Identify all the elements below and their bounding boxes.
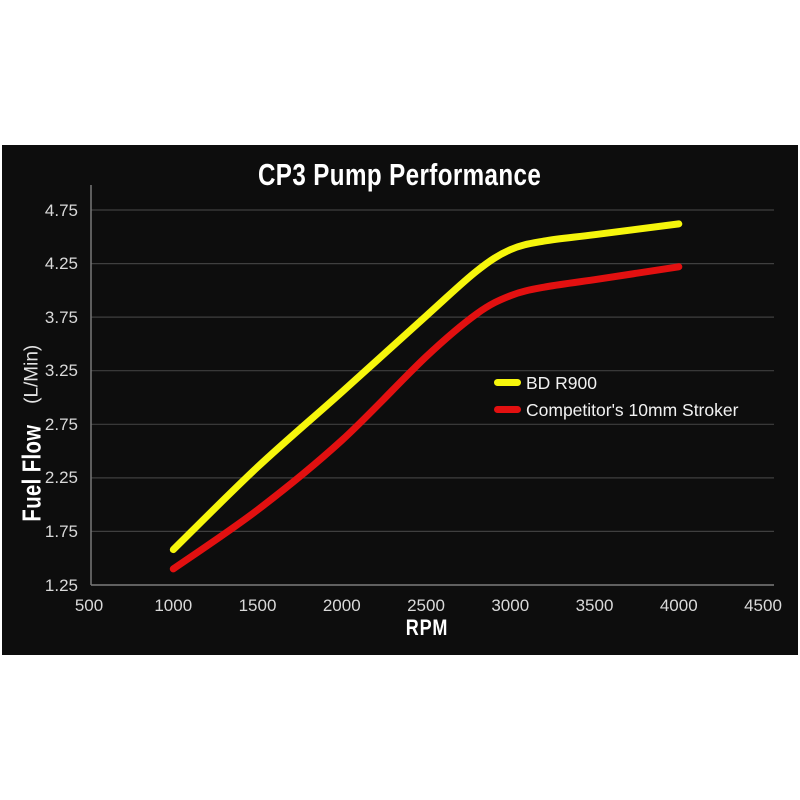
legend-swatch-competitor (494, 406, 521, 413)
y-tick-label: 3.25 (44, 361, 78, 381)
legend-label: Competitor's 10mm Stroker (526, 399, 739, 420)
chart-panel: CP3 Pump Performance 1.25 1.75 2.25 2.75 3.2… (2, 145, 798, 655)
y-axis-title: Fuel Flow (L/Min) (17, 345, 48, 536)
x-tick-label: 3000 (491, 596, 530, 615)
x-tick-label: 500 (74, 596, 104, 615)
legend-label: BD R900 (526, 372, 598, 393)
series-line-competitor-s-10mm-stroker (169, 263, 683, 573)
plot-area (90, 185, 774, 586)
x-tick-label: 2500 (407, 596, 445, 615)
y-tick-label: 3.75 (44, 307, 78, 327)
x-tick-label: 2000 (322, 596, 361, 615)
y-tick-label: 2.25 (44, 468, 78, 488)
y-tick-label: 4.75 (44, 200, 78, 220)
y-tick-label: 4.25 (44, 254, 78, 274)
y-tick-label: 1.25 (44, 575, 78, 595)
x-axis-title: RPM (401, 615, 453, 641)
legend-item: BD R900 (494, 369, 738, 396)
y-axis-title-unit: (L/Min) (21, 344, 42, 404)
y-tick-label: 2.75 (44, 414, 78, 434)
y-axis-title-main: Fuel Flow (16, 424, 47, 522)
legend-item: Competitor's 10mm Stroker (494, 396, 738, 423)
series-line-bd-r900 (169, 220, 683, 554)
y-tick-label: 1.75 (44, 521, 78, 541)
chart-title-text: CP3 Pump Performance (258, 157, 542, 192)
x-tick-label: 4000 (659, 596, 698, 615)
legend-swatch-bd-r900 (494, 379, 521, 386)
x-tick-label: 1500 (238, 596, 277, 615)
x-tick-label: 3500 (575, 596, 614, 615)
legend: BD R900 Competitor's 10mm Stroker (494, 369, 738, 423)
chart-title: CP3 Pump Performance (2, 157, 798, 193)
x-axis-title-text: RPM (405, 615, 449, 640)
x-tick-label: 4500 (744, 596, 782, 615)
x-tick-label: 1000 (154, 596, 193, 615)
